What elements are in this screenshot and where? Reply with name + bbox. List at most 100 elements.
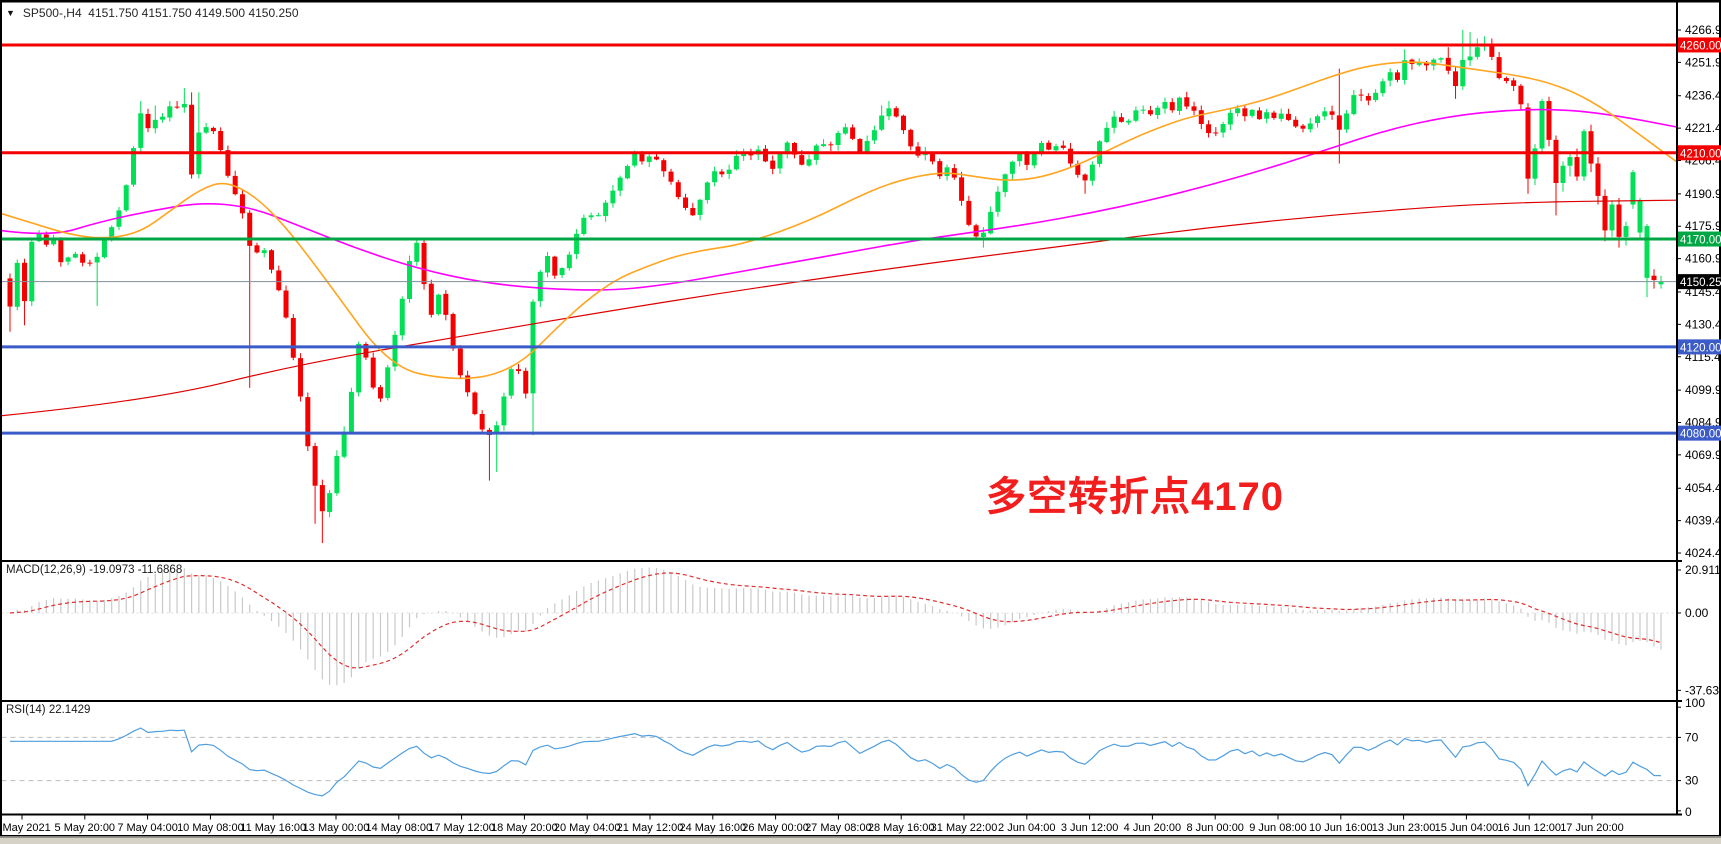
candle-body [588,215,594,218]
time-axis-label: 2 Jun 04:00 [998,822,1056,834]
candle-body [1315,116,1321,123]
macd-pane[interactable] [1,567,1677,686]
candle-body [341,431,347,457]
candle-body [290,317,296,358]
candle-body [566,254,572,269]
candle-body [1235,108,1241,114]
candle-body [152,119,158,129]
candle-body [1206,124,1212,134]
candle-body [399,298,405,336]
candle-body [733,155,739,170]
candle-body [1532,148,1538,179]
candle-body [1474,47,1480,57]
candle-body [465,375,471,393]
candle-body [1416,62,1422,65]
candle-body [305,397,311,447]
candle-body [283,290,289,318]
candle-body [174,106,180,108]
rsi-axis-label: 70 [1685,730,1699,744]
candle-body [225,150,231,176]
candle-body [1104,127,1110,142]
main-price-pane[interactable] [0,29,1677,544]
candle-body [1453,71,1459,87]
candle-body [646,156,652,162]
status-bar [0,837,1721,844]
symbol-dropdown-icon[interactable]: ▼ [6,8,15,18]
time-axis-label: 14 May 08:00 [365,822,432,834]
candle-body [552,256,558,276]
border-line [0,0,1721,3]
candle-body [1445,57,1451,71]
candle-body [1068,148,1074,164]
time-axis-label: 31 May 22:00 [931,822,998,834]
candle-body [1546,101,1552,140]
candle-body [319,485,325,512]
candle-body [450,314,456,349]
candle-body [1609,204,1615,231]
macd-indicator-label: MACD(12,26,9) -19.0973 -11.6868 [6,564,183,576]
candle-body [1560,165,1566,183]
border-line [0,700,1682,702]
candle-body [1278,113,1284,119]
macd-axis-label: 0.00 [1685,606,1709,620]
candle-body [1567,157,1573,166]
candle-body [1431,59,1437,66]
candle-body [799,155,805,165]
candle-body [363,343,369,358]
candle-body [893,108,899,117]
candle-body [436,294,442,315]
candle-body [581,217,587,234]
candle-body [385,367,391,398]
candle-body [1038,142,1044,155]
candle-body [1511,80,1517,87]
candle-body [1256,110,1262,120]
candle-body [189,104,195,175]
candle-body [116,210,122,227]
border-line [0,0,2,836]
candle-body [1285,113,1291,120]
candle-body [407,261,413,300]
time-axis-label: 18 May 20:00 [491,822,558,834]
candle-body [232,175,238,195]
candle-body [327,493,333,513]
time-axis-label: 27 May 08:00 [805,822,872,834]
candle-body [537,271,543,302]
candle-body [574,233,580,254]
candle-body [1046,142,1052,150]
candle-body [545,256,551,273]
price-axis-label: 4221.430 [1685,121,1721,135]
candle-body [515,369,521,371]
candle-body [65,257,71,262]
candle-body [1574,157,1580,177]
time-axis-label: 10 Jun 16:00 [1309,822,1373,834]
border-line [0,813,1682,816]
price-axis-label: 4160.915 [1685,252,1721,266]
candle-body [966,200,972,225]
price-axis[interactable]: 4266.9304251.9154236.4454221.4304206.415… [1676,23,1721,819]
candle-body [1198,110,1204,125]
time-axis-label: 17 May 12:00 [428,822,495,834]
price-badge-bg [1678,425,1721,441]
rsi-pane[interactable] [1,727,1677,797]
candle-body [356,343,362,393]
candle-body [1307,123,1313,130]
candle-body [864,140,870,153]
rsi-axis-label: 30 [1685,774,1699,788]
candle-body [1394,72,1400,80]
candle-body [1220,124,1226,133]
candle-body [1588,131,1594,164]
candle-body [1373,92,1379,101]
candle-body [748,153,754,156]
candle-body [835,133,841,146]
time-axis-label: 9 Jun 08:00 [1249,822,1307,834]
candle-body [610,190,616,204]
candle-body [1387,72,1393,81]
time-axis-label: 26 May 00:00 [742,822,809,834]
candle-body [247,212,253,246]
candle-body [254,245,260,253]
candle-body [842,127,848,134]
candle-body [1227,112,1233,125]
candle-body [523,370,529,394]
